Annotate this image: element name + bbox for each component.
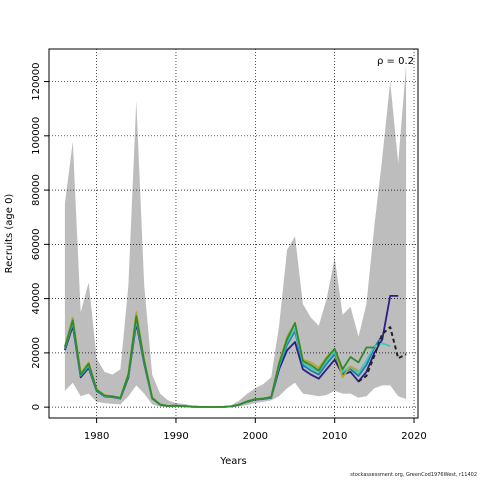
x-tick-label: 1990 xyxy=(163,431,188,442)
y-tick-label: 80000 xyxy=(31,174,42,206)
y-tick-label: 60000 xyxy=(31,228,42,260)
x-tick-label: 2020 xyxy=(401,431,426,442)
y-tick-label: 20000 xyxy=(31,337,42,369)
series-line-5 xyxy=(64,315,375,408)
y-tick-label: 0 xyxy=(31,404,42,410)
y-axis: 0 20000 40000 60000 80000 100000 120000 xyxy=(31,63,49,410)
y-tick-label: 100000 xyxy=(31,117,42,155)
y-axis-label: Recruits (age 0) xyxy=(4,194,15,274)
band-layer xyxy=(64,65,407,408)
rho-annotation: ρ = 0.2 xyxy=(377,56,414,67)
x-tick-label: 2000 xyxy=(243,431,268,442)
footer-credit: stockassessment.org, GreenCod1976West, r… xyxy=(350,472,477,478)
x-tick-label: 1980 xyxy=(84,431,109,442)
x-axis-label: Years xyxy=(219,456,246,467)
y-tick-label: 40000 xyxy=(31,283,42,315)
x-tick-label: 2010 xyxy=(322,431,347,442)
plot-frame xyxy=(48,48,419,419)
y-tick-label: 120000 xyxy=(31,63,42,101)
confidence-band xyxy=(64,65,407,408)
series-layer xyxy=(64,295,407,408)
x-axis: 1980 1990 2000 2010 2020 xyxy=(84,418,427,442)
series-line-6 xyxy=(357,326,407,383)
